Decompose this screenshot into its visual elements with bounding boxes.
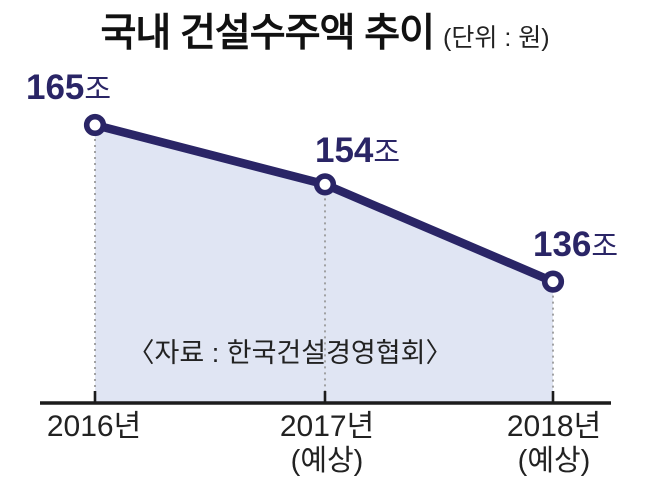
data-point-marker	[313, 173, 337, 196]
data-point-marker	[541, 270, 565, 293]
data-point-marker	[83, 113, 107, 137]
data-point-label-2018: 136조	[533, 225, 619, 269]
x-axis-label-2018: 2018년 (예상)	[507, 409, 601, 479]
value-suffix-2016: 조	[84, 74, 112, 106]
value-suffix-2018: 조	[591, 231, 619, 263]
data-point-label-2017: 154조	[315, 131, 401, 175]
value-2018: 136	[533, 225, 592, 264]
unit-note: (단위 : 원)	[443, 24, 550, 52]
data-point-label-2016: 165조	[26, 68, 112, 112]
value-2017: 154	[315, 131, 374, 170]
x-axis-forecast-2017: (예상)	[290, 445, 364, 477]
x-axis-year-2017: 2017년	[279, 410, 375, 443]
x-axis-forecast-2018: (예상)	[517, 445, 591, 477]
x-axis-year-2016: 2016년	[46, 410, 142, 443]
x-axis-year-2018: 2018년	[506, 410, 602, 443]
area-fill	[95, 125, 553, 403]
value-suffix-2017: 조	[373, 137, 401, 169]
page-title: 국내 건설수주액 추이	[100, 12, 435, 55]
x-axis-label-2017: 2017년 (예상)	[280, 409, 374, 479]
source-credit: 〈자료 : 한국건설경영협회〉	[127, 338, 453, 368]
x-axis-label-2016: 2016년	[47, 409, 141, 444]
chart-title-row: 국내 건설수주액 추이 (단위 : 원)	[0, 2, 650, 58]
value-2016: 165	[26, 68, 85, 107]
